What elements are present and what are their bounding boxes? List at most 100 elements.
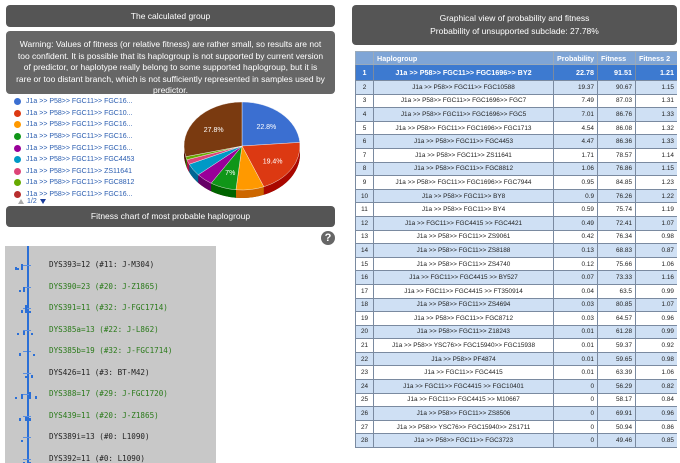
warning-message: Warning: Values of fitness (or relative … xyxy=(6,31,335,95)
cell-fitness2: 1.32 xyxy=(635,120,677,136)
cell-probability: 19.37 xyxy=(553,80,598,95)
table-row[interactable]: 4 J1a >> P58>> FGC11>> FGC1696>> FGC5 7.01… xyxy=(355,107,677,122)
table-row[interactable]: 9 J1a >> P58>> FGC11>> FGC1696>> FGC7944 0… xyxy=(355,175,677,190)
legend-item[interactable]: J1a >> P58>> FGC11>> FGC16... xyxy=(14,189,179,201)
legend-item[interactable]: J1a >> P58>> FGC11>> FGC10... xyxy=(14,108,179,120)
pie-slice-label: 19.4% xyxy=(263,158,283,165)
cell-fitness: 90.67 xyxy=(597,80,636,95)
legend-item[interactable]: J1a >> P58>> FGC11>> FGC16... xyxy=(14,119,179,131)
table-row[interactable]: 20 J1a >> P58>> FGC11>> Z18243 0.01 61.28 0.… xyxy=(355,324,677,340)
probability-pie-chart: 22.8% 19.4% 7% 27.8% xyxy=(183,101,301,198)
page-indicator: 1/2 xyxy=(27,198,37,205)
legend-swatch xyxy=(14,121,21,129)
col-header-probability[interactable]: Probability xyxy=(553,51,598,65)
table-row[interactable]: 24 J1a >> FGC11>> FGC4415 >> FGC10401 0 56.… xyxy=(355,379,677,394)
cell-fitness2: 0.98 xyxy=(635,351,677,367)
haplogroup-table-container[interactable]: Haplogroup Probability Fitness Fitness 2… xyxy=(355,51,677,463)
cell-index: 10 xyxy=(355,188,374,204)
cell-probability: 0.95 xyxy=(553,175,598,190)
table-row[interactable]: 7 J1a >> P58>> FGC11>> ZS11641 1.71 78.57 1.… xyxy=(355,147,677,163)
table-row[interactable]: 11 J1a >> P58>> FGC11>> BY4 0.59 75.74 1.19 xyxy=(355,202,677,217)
table-row[interactable]: 14 J1a >> P58>> FGC11>> ZS8188 0.13 68.83 0.… xyxy=(355,243,677,258)
legend-swatch xyxy=(14,179,21,187)
pie-slice[interactable] xyxy=(241,101,301,147)
cell-fitness: 76.26 xyxy=(597,188,636,204)
table-row[interactable]: 28 J1a >> P58>> FGC11>> FGC3723 0 49.46 0.85 xyxy=(355,433,677,449)
fitness-tick xyxy=(23,458,31,460)
cell-index: 24 xyxy=(355,379,374,394)
table-row[interactable]: 12 J1a >> FGC11>> FGC4415 >> FGC4421 0.49 7… xyxy=(355,215,677,231)
cell-haplogroup: J1a >> P58>> FGC11>> FGC8712 xyxy=(373,311,554,326)
col-header-fitness2[interactable]: Fitness 2 xyxy=(635,51,677,65)
help-icon[interactable]: ? xyxy=(321,231,335,245)
cell-index: 21 xyxy=(355,338,374,353)
table-row[interactable]: 6 J1a >> P58>> FGC11>> FGC4453 4.47 86.36 1.… xyxy=(355,134,677,149)
cell-fitness2: 1.19 xyxy=(635,202,677,217)
table-row[interactable]: 2 J1a >> P58>> FGC11>> FGC10588 19.37 90.67… xyxy=(355,80,677,95)
cell-fitness2: 0.96 xyxy=(635,311,677,326)
col-header-index xyxy=(355,51,374,65)
cell-fitness2: 1.06 xyxy=(635,365,677,381)
table-row[interactable]: 27 J1a >> P58>> YSC76>> FGC15940>> ZS1711… xyxy=(355,419,677,435)
cell-probability: 7.49 xyxy=(553,93,598,109)
legend-item[interactable]: J1a >> P58>> FGC11>> ZS11641 xyxy=(14,166,179,178)
page-down-icon[interactable] xyxy=(39,199,46,204)
cell-probability: 0.01 xyxy=(553,351,598,367)
table-row[interactable]: 10 J1a >> P58>> FGC11>> BY8 0.9 76.26 1.22 xyxy=(355,188,677,204)
table-row[interactable]: 21 J1a >> P58>> YSC76>> FGC15940>> FGC159… xyxy=(355,338,677,353)
cell-fitness: 91.51 xyxy=(597,64,636,81)
table-row[interactable]: 13 J1a >> P58>> FGC11>> ZS9061 0.42 76.34 0.… xyxy=(355,229,677,245)
table-row[interactable]: 3 J1a >> P58>> FGC11>> FGC1696>> FGC7 7.49… xyxy=(355,93,677,109)
legend-item[interactable]: J1a >> P58>> FGC11>> FGC16... xyxy=(14,142,179,154)
legend-item[interactable]: J1a >> P58>> FGC11>> FGC16... xyxy=(14,96,179,108)
table-row[interactable]: 1 J1a >> P58>> FGC11>> FGC1696>> BY2 22.78… xyxy=(355,64,677,81)
cell-haplogroup: J1a >> P58>> FGC11>> ZS11641 xyxy=(373,147,554,163)
cell-index: 23 xyxy=(355,365,374,381)
pie-slice-side xyxy=(263,142,300,195)
page-up-icon[interactable] xyxy=(18,199,24,204)
cell-haplogroup: J1a >> P58>> FGC11>> FGC8812 xyxy=(373,161,554,177)
cell-haplogroup: J1a >> P58>> PF4874 xyxy=(373,351,554,367)
col-header-fitness[interactable]: Fitness xyxy=(597,51,636,65)
legend-label: J1a >> P58>> FGC11>> FGC16... xyxy=(26,121,133,129)
pie-slice[interactable] xyxy=(183,101,243,157)
cell-probability: 0 xyxy=(553,419,598,435)
fitness-bar xyxy=(21,440,23,442)
table-row[interactable]: 17 J1a >> FGC11>> FGC4415 >> FT350914 0.04… xyxy=(355,283,677,299)
calculated-group-header: The calculated group xyxy=(6,5,335,27)
cell-index: 12 xyxy=(355,215,374,231)
fitness-bar xyxy=(17,332,19,335)
pie-slice[interactable] xyxy=(241,142,301,188)
cell-haplogroup: J1a >> P58>> FGC11>> ZS4740 xyxy=(373,256,554,272)
col-header-haplogroup[interactable]: Haplogroup xyxy=(373,51,554,65)
table-row[interactable]: 22 J1a >> P58>> PF4874 0.01 59.65 0.98 xyxy=(355,351,677,367)
cell-probability: 0.01 xyxy=(553,324,598,340)
fitness-bar xyxy=(29,461,31,463)
fitness-bar xyxy=(25,416,27,421)
legend-item[interactable]: J1a >> P58>> FGC11>> FGC4453 xyxy=(14,154,179,166)
table-row[interactable]: 5 J1a >> P58>> FGC11>> FGC1696>> FGC1713 4… xyxy=(355,120,677,136)
cell-fitness2: 0.84 xyxy=(635,392,677,408)
table-row[interactable]: 25 J1a >> FGC11>> FGC4415 >> M10667 0 58.17… xyxy=(355,392,677,408)
table-header-row: Haplogroup Probability Fitness Fitness 2 xyxy=(355,51,677,65)
table-row[interactable]: 18 J1a >> P58>> FGC11>> ZS4694 0.03 80.85 1.… xyxy=(355,297,677,313)
legend-item[interactable]: J1a >> P58>> FGC11>> FGC8812 xyxy=(14,177,179,189)
cell-fitness: 75.74 xyxy=(597,202,636,217)
cell-fitness: 87.03 xyxy=(597,93,636,109)
legend-pager[interactable]: 1/2 xyxy=(18,198,46,205)
table-row[interactable]: 15 J1a >> P58>> FGC11>> ZS4740 0.12 75.66 1.… xyxy=(355,256,677,272)
table-row[interactable]: 16 J1a >> FGC11>> FGC4415 >> BY527 0.07 73.… xyxy=(355,270,677,285)
cell-index: 27 xyxy=(355,419,374,435)
cell-haplogroup: J1a >> P58>> YSC76>> FGC15940>> FGC15938 xyxy=(373,338,554,353)
table-row[interactable]: 23 J1a >> FGC11>> FGC4415 0.01 63.39 1.06 xyxy=(355,365,677,381)
fitness-marker-label: DYS426=11 (#3: BT-M42) xyxy=(49,367,150,377)
pie-slice-side xyxy=(198,174,212,192)
fitness-marker-label: DYS385a=13 (#22: J-L862) xyxy=(49,324,159,334)
legend-item[interactable]: J1a >> P58>> FGC11>> FGC16... xyxy=(14,131,179,143)
fitness-bar xyxy=(31,332,33,335)
cell-probability: 0 xyxy=(553,433,598,449)
table-row[interactable]: 19 J1a >> P58>> FGC11>> FGC8712 0.03 64.57 0… xyxy=(355,311,677,326)
pie-slice-side xyxy=(186,159,190,173)
table-row[interactable]: 8 J1a >> P58>> FGC11>> FGC8812 1.06 76.86 1.… xyxy=(355,161,677,177)
table-row[interactable]: 26 J1a >> P58>> FGC11>> ZS8506 0 69.91 0.96 xyxy=(355,406,677,421)
